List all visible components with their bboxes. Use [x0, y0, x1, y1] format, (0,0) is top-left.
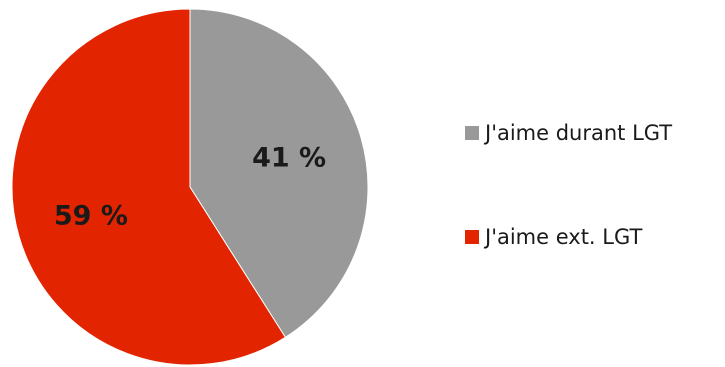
slice-data-label-2: 59 % [54, 200, 128, 231]
legend: J'aime durant LGT J'aime ext. LGT [465, 121, 672, 249]
pie-slice-labels: 41 % 59 % [54, 143, 326, 232]
pie-slice-1 [189, 8, 369, 338]
legend-swatch-1 [465, 126, 479, 140]
legend-label-2: J'aime ext. LGT [483, 225, 643, 249]
slice-data-label-1: 41 % [252, 143, 326, 174]
legend-label-1: J'aime durant LGT [483, 121, 672, 145]
legend-swatch-2 [465, 230, 479, 244]
pie-slices [11, 8, 369, 366]
pie-slice-2 [11, 8, 287, 366]
